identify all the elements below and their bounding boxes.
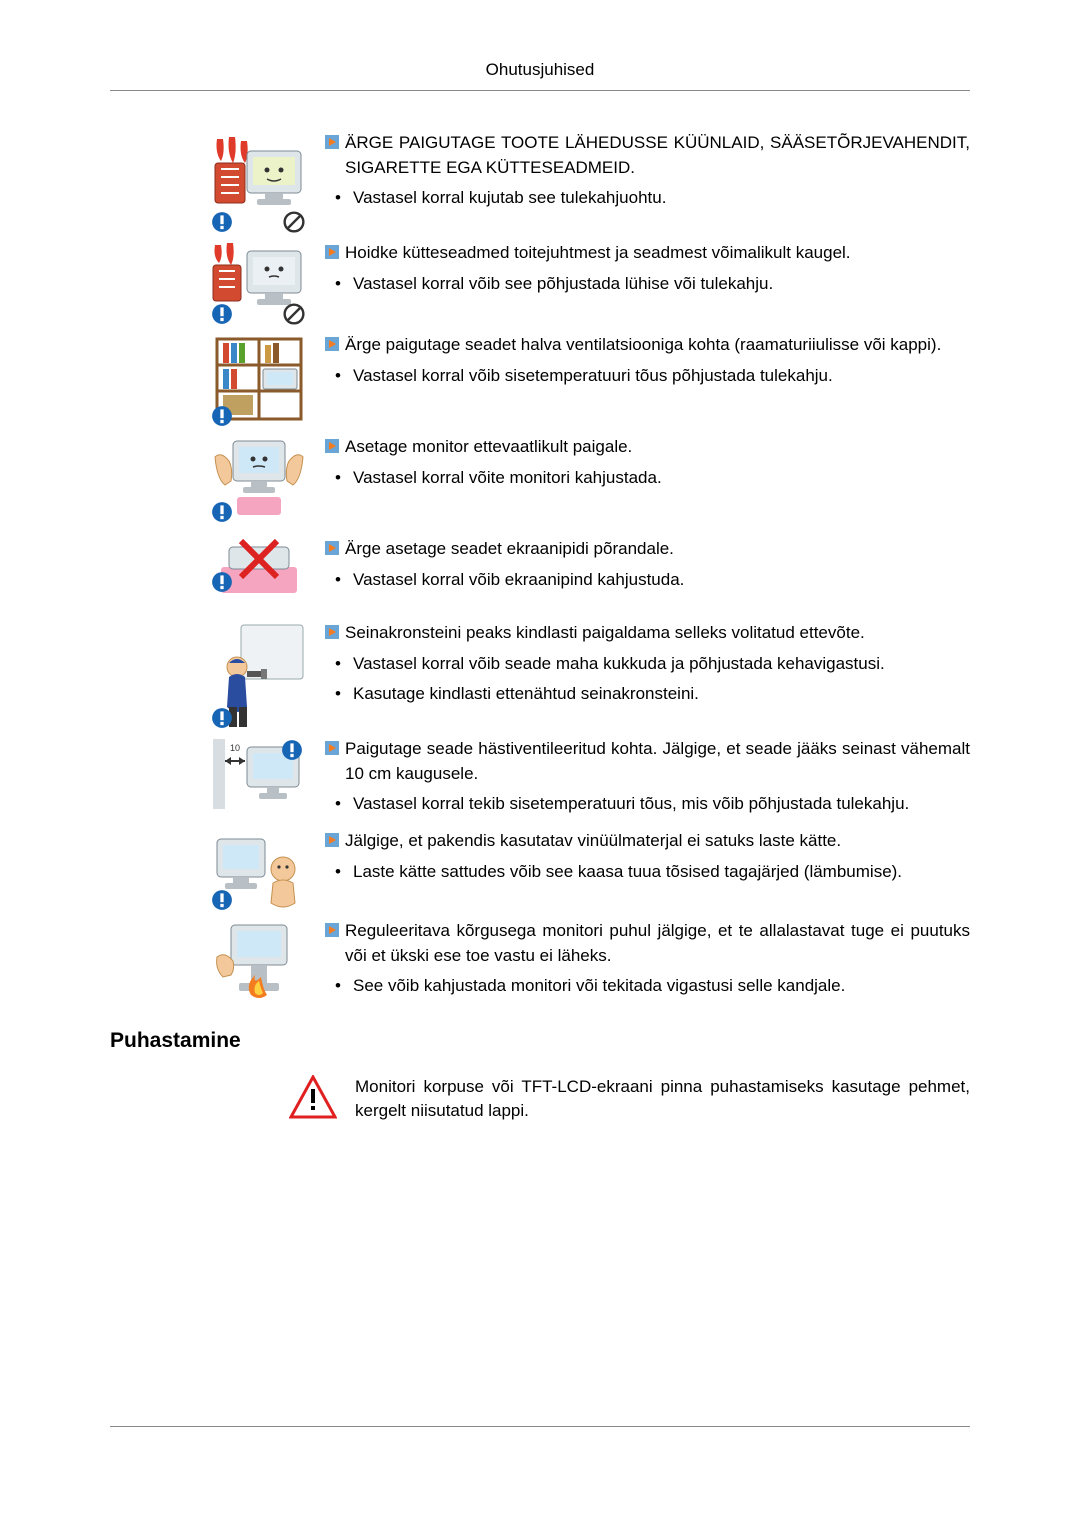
page: Ohutusjuhised ÄRGE PAIGUTAGE TOOTE LÄHED… [0,0,1080,1527]
safety-text: Paigutage seade hästiventileeritud kohta… [325,737,970,823]
bullet-list: Vastasel korral tekib sisetemperatuuri t… [325,792,970,817]
bullet-item: Vastasel korral võib ekraanipind kahjust… [353,568,970,593]
safety-heading: Asetage monitor ettevaatlikult paigale. [345,435,970,460]
safety-item: ÄRGE PAIGUTAGE TOOTE LÄHEDUSSE KÜÜNLAID,… [205,131,970,235]
content-area: ÄRGE PAIGUTAGE TOOTE LÄHEDUSSE KÜÜNLAID,… [110,131,970,1124]
bullet-item: Vastasel korral kujutab see tulekahjuoht… [353,186,970,211]
arrow-icon [325,135,339,149]
warning-triangle-icon [289,1075,337,1119]
illustration-cell [205,537,325,609]
arrow-icon [325,625,339,639]
bullet-item: Vastasel korral tekib sisetemperatuuri t… [353,792,970,817]
cleaning-section-title: Puhastamine [110,1029,970,1053]
vinyl-child-illustration [211,829,307,913]
arrow-icon [325,245,339,259]
safety-text: Ärge paigutage seadet halva ventilatsioo… [325,333,970,394]
illustration-cell [205,241,325,327]
arrow-icon [325,439,339,453]
bullet-list: Vastasel korral võite monitori kahjustad… [325,466,970,491]
arrow-icon [325,741,339,755]
safety-item: Ärge paigutage seadet halva ventilatsioo… [205,333,970,429]
safety-heading: Jälgige, et pakendis kasutatav vinüülmat… [345,829,970,854]
bullet-list: Vastasel korral võib sisetemperatuuri tõ… [325,364,970,389]
bullet-item: Vastasel korral võib see põhjustada lühi… [353,272,970,297]
fire-heater-illustration [211,131,307,235]
illustration-cell [205,829,325,913]
safety-item: Ärge asetage seadet ekraanipidi põrandal… [205,537,970,609]
arrow-icon [325,337,339,351]
illustration-cell [205,131,325,235]
installer-illustration [211,621,307,731]
arrow-icon [325,541,339,555]
ventilate-10cm-illustration [211,737,307,817]
safety-item: Reguleeritava kõrgusega monitori puhul j… [205,919,970,1005]
safety-heading: Reguleeritava kõrgusega monitori puhul j… [345,919,970,968]
bullet-item: Laste kätte sattudes võib see kaasa tuua… [353,860,970,885]
safety-text: Asetage monitor ettevaatlikult paigale. … [325,435,970,496]
safety-text: ÄRGE PAIGUTAGE TOOTE LÄHEDUSSE KÜÜNLAID,… [325,131,970,217]
safety-heading: Hoidke kütteseadmed toitejuhtmest ja sea… [345,241,970,266]
safety-heading: Ärge asetage seadet ekraanipidi põrandal… [345,537,970,562]
illustration-cell [205,621,325,731]
safety-text: Ärge asetage seadet ekraanipidi põrandal… [325,537,970,598]
safety-heading: Seinakronsteini peaks kindlasti paigalda… [345,621,970,646]
bullet-list: Vastasel korral võib see põhjustada lühi… [325,272,970,297]
face-down-illustration [211,537,307,609]
safety-text: Hoidke kütteseadmed toitejuhtmest ja sea… [325,241,970,302]
illustration-cell [205,333,325,429]
safety-item: Asetage monitor ettevaatlikult paigale. … [205,435,970,525]
safety-heading: Ärge paigutage seadet halva ventilatsioo… [345,333,970,358]
bullet-list: See võib kahjustada monitori või tekitad… [325,974,970,999]
cleaning-text: Monitori korpuse või TFT-LCD-ekraani pin… [355,1075,970,1124]
footer-rule [110,1426,970,1427]
illustration-cell [205,435,325,525]
safety-heading: ÄRGE PAIGUTAGE TOOTE LÄHEDUSSE KÜÜNLAID,… [345,131,970,180]
bullet-list: Laste kätte sattudes võib see kaasa tuua… [325,860,970,885]
bullet-item: Kasutage kindlasti ettenähtud seinakrons… [353,682,970,707]
bookshelf-illustration [211,333,307,429]
bullet-list: Vastasel korral võib ekraanipind kahjust… [325,568,970,593]
hands-place-illustration [211,435,307,525]
safety-text: Jälgige, et pakendis kasutatav vinüülmat… [325,829,970,890]
illustration-cell [205,919,325,1003]
safety-heading: Paigutage seade hästiventileeritud kohta… [345,737,970,786]
safety-text: Reguleeritava kõrgusega monitori puhul j… [325,919,970,1005]
safety-item: Jälgige, et pakendis kasutatav vinüülmat… [205,829,970,913]
safety-item: Hoidke kütteseadmed toitejuhtmest ja sea… [205,241,970,327]
bullet-item: Vastasel korral võib sisetemperatuuri tõ… [353,364,970,389]
bullet-list: Vastasel korral võib seade maha kukkuda … [325,652,970,707]
header-rule [110,90,970,91]
safety-item: Paigutage seade hästiventileeritud kohta… [205,737,970,823]
page-header-title: Ohutusjuhised [110,60,970,80]
arrow-icon [325,833,339,847]
bullet-item: Vastasel korral võib seade maha kukkuda … [353,652,970,677]
safety-text: Seinakronsteini peaks kindlasti paigalda… [325,621,970,713]
cleaning-row: Monitori korpuse või TFT-LCD-ekraani pin… [205,1075,970,1124]
bullet-item: Vastasel korral võite monitori kahjustad… [353,466,970,491]
height-adjust-illustration [211,919,307,1003]
arrow-icon [325,923,339,937]
heater-distance-illustration [211,241,307,327]
bullet-list: Vastasel korral kujutab see tulekahjuoht… [325,186,970,211]
warning-icon-cell [205,1075,355,1119]
bullet-item: See võib kahjustada monitori või tekitad… [353,974,970,999]
safety-item: Seinakronsteini peaks kindlasti paigalda… [205,621,970,731]
illustration-cell [205,737,325,817]
